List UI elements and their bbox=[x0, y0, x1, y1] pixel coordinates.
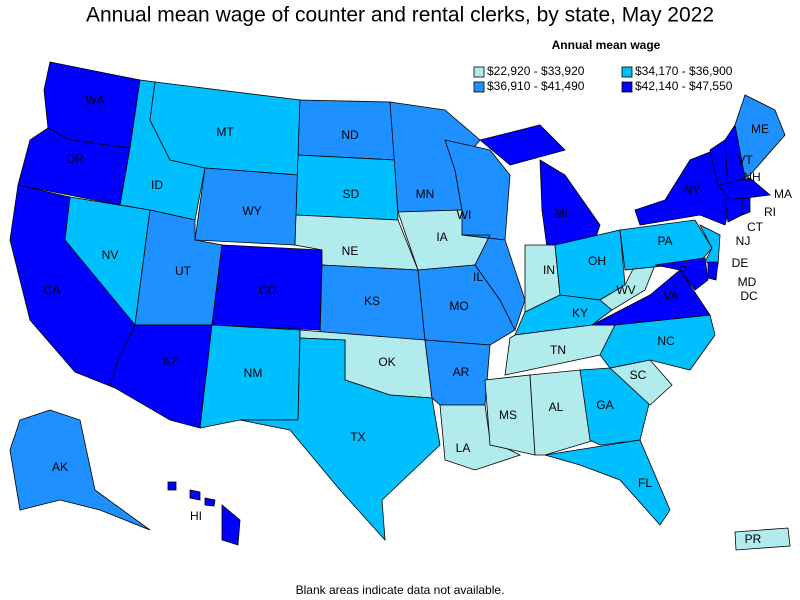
state-label: WA bbox=[86, 93, 105, 107]
state-shape bbox=[479, 124, 566, 166]
legend-label: $22,920 - $33,920 bbox=[487, 64, 585, 78]
state-label: SC bbox=[630, 368, 647, 382]
state-label: OK bbox=[378, 355, 395, 369]
state-shape bbox=[734, 527, 791, 551]
legend-label: $42,140 - $47,550 bbox=[635, 79, 733, 93]
state-label: MA bbox=[774, 187, 792, 201]
state-shape bbox=[529, 369, 596, 456]
state-label: DE bbox=[732, 256, 749, 270]
state-label: ID bbox=[151, 178, 163, 192]
state-shape bbox=[707, 261, 719, 281]
state-label: MN bbox=[416, 187, 435, 201]
state-label: RI bbox=[764, 205, 776, 219]
state-label: NV bbox=[102, 248, 119, 262]
state-label: AL bbox=[549, 400, 564, 414]
state-shape bbox=[724, 197, 743, 223]
state-label: KY bbox=[572, 306, 588, 320]
state-label: MT bbox=[216, 125, 234, 139]
state-shape bbox=[239, 337, 441, 542]
legend-swatch bbox=[621, 66, 633, 78]
state-label: CA bbox=[44, 283, 61, 297]
state-label: KS bbox=[364, 294, 380, 308]
state-label: AK bbox=[52, 460, 68, 474]
state-label: DC bbox=[740, 289, 758, 303]
state-label: WI bbox=[457, 208, 472, 222]
state-label: IL bbox=[473, 270, 483, 284]
legend-swatch bbox=[621, 81, 633, 93]
state-label: SD bbox=[343, 187, 360, 201]
state-label: IA bbox=[436, 230, 447, 244]
state-shape bbox=[9, 409, 151, 531]
state-label: AR bbox=[453, 365, 470, 379]
state-label: TX bbox=[350, 430, 365, 444]
state-label: NM bbox=[244, 366, 263, 380]
state-label: NH bbox=[743, 170, 760, 184]
state-label: GA bbox=[596, 398, 613, 412]
legend: $22,920 - $33,920 $34,170 - $36,900 $36,91… bbox=[473, 64, 733, 93]
state-label: FL bbox=[638, 476, 652, 490]
map-title: Annual mean wage of counter and rental c… bbox=[86, 4, 714, 27]
state-label: WV bbox=[616, 283, 635, 297]
state-shape bbox=[654, 257, 709, 291]
state-label: ME bbox=[751, 122, 769, 136]
legend-label: $34,170 - $36,900 bbox=[635, 64, 733, 78]
state-shape bbox=[204, 497, 216, 507]
footnote: Blank areas indicate data not available. bbox=[296, 583, 505, 597]
state-shape bbox=[189, 489, 201, 501]
state-label: UT bbox=[175, 264, 192, 278]
state-label: NC bbox=[657, 334, 675, 348]
legend-title: Annual mean wage bbox=[552, 38, 661, 52]
state-label: TN bbox=[550, 343, 566, 357]
state-shape bbox=[717, 177, 771, 201]
state-label: LA bbox=[456, 441, 471, 455]
state-label: IN bbox=[543, 263, 555, 277]
state-shape bbox=[734, 94, 786, 179]
state-label: OR bbox=[66, 152, 84, 166]
state-label: ND bbox=[341, 128, 359, 142]
legend-swatch bbox=[473, 66, 485, 78]
state-shape bbox=[167, 481, 177, 491]
state-label: PR bbox=[745, 532, 762, 546]
state-label: VT bbox=[737, 153, 753, 167]
state-shape bbox=[221, 504, 241, 546]
state-label: OH bbox=[588, 254, 606, 268]
state-label: HI bbox=[190, 509, 202, 523]
states bbox=[9, 61, 791, 551]
state-label: WY bbox=[242, 204, 261, 218]
state-label: MO bbox=[449, 299, 468, 313]
state-shape bbox=[619, 219, 713, 271]
state-label: MS bbox=[499, 408, 517, 422]
state-label: NE bbox=[342, 244, 359, 258]
state-label: CO bbox=[259, 283, 277, 297]
dc-marker bbox=[679, 265, 687, 273]
legend-label: $36,910 - $41,490 bbox=[487, 79, 585, 93]
state-label: AZ bbox=[162, 355, 177, 369]
state-label: NJ bbox=[736, 234, 751, 248]
state-label: CT bbox=[747, 220, 764, 234]
state-shape bbox=[544, 439, 671, 526]
state-label: VA bbox=[663, 289, 678, 303]
state-label: MI bbox=[554, 206, 567, 220]
legend-swatch bbox=[473, 81, 485, 93]
state-shape bbox=[741, 197, 751, 216]
state-label: NY bbox=[684, 183, 701, 197]
state-shape bbox=[461, 234, 526, 332]
state-label: MD bbox=[738, 275, 757, 289]
state-label: PA bbox=[657, 234, 672, 248]
state-shape bbox=[439, 404, 522, 471]
state-labels: WA OR CA NV ID MT WY UT CO AZ NM ND SD NE KS OK TX MN IA MO… bbox=[44, 93, 792, 546]
state-shape bbox=[591, 269, 711, 326]
